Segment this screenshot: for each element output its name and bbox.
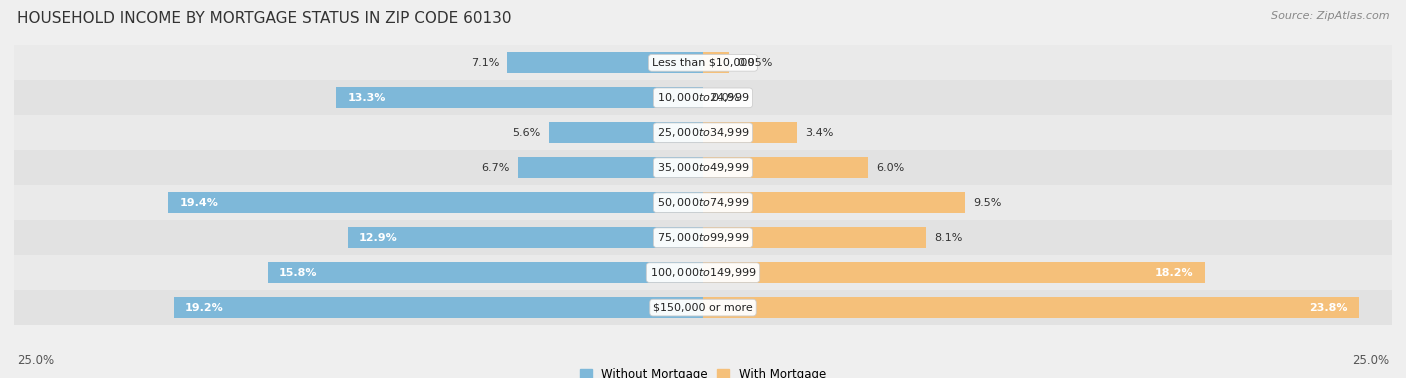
Text: $150,000 or more: $150,000 or more (654, 303, 752, 313)
Text: 0.95%: 0.95% (738, 58, 773, 68)
Text: $75,000 to $99,999: $75,000 to $99,999 (657, 231, 749, 244)
Text: 3.4%: 3.4% (806, 128, 834, 138)
Bar (14, 115, 1392, 150)
Bar (703, 262, 1205, 283)
Text: 6.7%: 6.7% (482, 163, 510, 173)
Bar (14, 255, 1392, 290)
Bar (703, 297, 1358, 318)
Text: 19.4%: 19.4% (180, 198, 218, 208)
Text: $10,000 to $24,999: $10,000 to $24,999 (657, 91, 749, 104)
Bar (703, 122, 797, 143)
Text: HOUSEHOLD INCOME BY MORTGAGE STATUS IN ZIP CODE 60130: HOUSEHOLD INCOME BY MORTGAGE STATUS IN Z… (17, 11, 512, 26)
Text: $50,000 to $74,999: $50,000 to $74,999 (657, 196, 749, 209)
Bar (703, 227, 927, 248)
Bar (508, 53, 703, 73)
Bar (267, 262, 703, 283)
Text: 7.1%: 7.1% (471, 58, 499, 68)
Text: 13.3%: 13.3% (347, 93, 385, 103)
Text: 25.0%: 25.0% (17, 354, 53, 367)
Legend: Without Mortgage, With Mortgage: Without Mortgage, With Mortgage (581, 368, 825, 378)
Bar (169, 192, 703, 213)
Text: 8.1%: 8.1% (935, 233, 963, 243)
Bar (347, 227, 703, 248)
Text: 25.0%: 25.0% (1353, 354, 1389, 367)
Text: 15.8%: 15.8% (278, 268, 318, 277)
Bar (174, 297, 703, 318)
Text: $25,000 to $34,999: $25,000 to $34,999 (657, 126, 749, 139)
Text: 18.2%: 18.2% (1154, 268, 1194, 277)
Bar (14, 185, 1392, 220)
Bar (14, 150, 1392, 185)
Text: $100,000 to $149,999: $100,000 to $149,999 (650, 266, 756, 279)
Text: 23.8%: 23.8% (1309, 303, 1348, 313)
Bar (548, 122, 703, 143)
Text: 19.2%: 19.2% (186, 303, 224, 313)
Text: Less than $10,000: Less than $10,000 (652, 58, 754, 68)
Bar (703, 157, 869, 178)
Text: 12.9%: 12.9% (359, 233, 398, 243)
Bar (703, 192, 965, 213)
Text: 6.0%: 6.0% (876, 163, 905, 173)
Text: 0.0%: 0.0% (711, 93, 740, 103)
Text: Source: ZipAtlas.com: Source: ZipAtlas.com (1271, 11, 1389, 21)
Bar (14, 81, 1392, 115)
Bar (14, 220, 1392, 255)
Bar (336, 87, 703, 108)
Bar (519, 157, 703, 178)
Bar (14, 45, 1392, 81)
Bar (14, 290, 1392, 325)
Text: $35,000 to $49,999: $35,000 to $49,999 (657, 161, 749, 174)
Text: 9.5%: 9.5% (973, 198, 1001, 208)
Bar (703, 53, 730, 73)
Text: 5.6%: 5.6% (512, 128, 540, 138)
